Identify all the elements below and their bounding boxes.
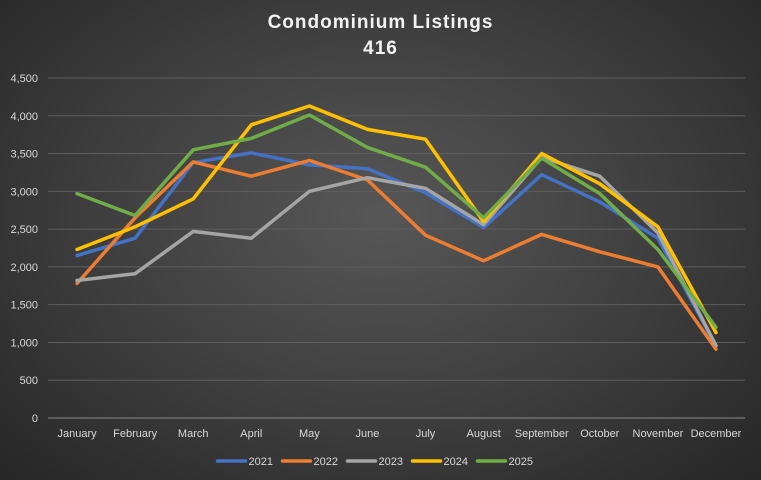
y-tick-label: 2,500 <box>10 224 38 236</box>
x-tick-label: May <box>299 428 320 440</box>
x-tick-label: September <box>515 428 569 440</box>
series-line-2021 <box>75 151 718 348</box>
legend-label: 2022 <box>314 456 338 468</box>
x-tick-label: February <box>113 428 158 440</box>
series-line-2022 <box>75 158 718 351</box>
series-line-2023 <box>75 155 718 348</box>
y-tick-label: 4,500 <box>10 73 38 85</box>
x-tick-label: August <box>467 428 501 440</box>
x-tick-label: June <box>356 428 380 440</box>
legend-label: 2023 <box>379 456 403 468</box>
y-tick-label: 2,000 <box>10 262 38 274</box>
y-tick-label: 3,000 <box>10 186 38 198</box>
chart-title: Condominium Listings <box>267 12 494 33</box>
series-line-2024 <box>75 104 718 335</box>
y-tick-label: 500 <box>20 375 38 387</box>
x-tick-label: January <box>57 428 97 440</box>
series-line-2025 <box>75 113 718 330</box>
x-tick-label: April <box>240 428 262 440</box>
y-tick-label: 1,500 <box>10 300 38 312</box>
y-tick-label: 0 <box>32 413 38 425</box>
y-tick-label: 1,000 <box>10 337 38 349</box>
x-tick-label: March <box>178 428 209 440</box>
chart-subtitle: 416 <box>363 38 398 59</box>
x-tick-label: November <box>633 428 684 440</box>
y-tick-label: 3,500 <box>10 149 38 161</box>
x-tick-label: July <box>416 428 436 440</box>
legend-label: 2021 <box>249 456 273 468</box>
legend-label: 2025 <box>509 456 533 468</box>
x-tick-label: October <box>580 428 619 440</box>
y-tick-label: 4,000 <box>10 111 38 123</box>
legend-label: 2024 <box>444 456 468 468</box>
x-tick-label: December <box>691 428 742 440</box>
